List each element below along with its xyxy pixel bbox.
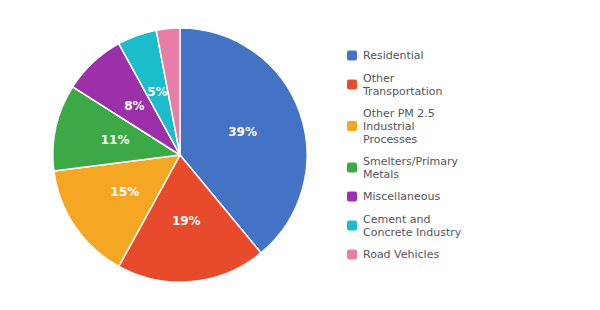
svg-text:15%: 15% xyxy=(111,185,140,199)
svg-text:Miscellaneous: Miscellaneous xyxy=(363,190,440,203)
svg-text:19%: 19% xyxy=(172,214,201,228)
svg-text:Residential: Residential xyxy=(363,49,424,62)
svg-text:Other PM 2.5: Other PM 2.5 xyxy=(363,107,435,120)
svg-text:Smelters/Primary: Smelters/Primary xyxy=(363,155,459,168)
svg-text:39%: 39% xyxy=(228,125,257,139)
svg-text:Concrete Industry: Concrete Industry xyxy=(363,226,462,239)
svg-text:Metals: Metals xyxy=(363,168,399,181)
svg-text:Cement and: Cement and xyxy=(363,213,430,226)
svg-text:Processes: Processes xyxy=(363,133,417,146)
svg-text:Transportation: Transportation xyxy=(362,85,442,98)
svg-text:8%: 8% xyxy=(124,99,144,113)
svg-text:Industrial: Industrial xyxy=(363,120,415,133)
svg-text:11%: 11% xyxy=(101,133,130,147)
svg-text:Other: Other xyxy=(363,72,395,85)
svg-text:Road Vehicles: Road Vehicles xyxy=(363,248,439,261)
svg-text:5%: 5% xyxy=(147,85,167,99)
